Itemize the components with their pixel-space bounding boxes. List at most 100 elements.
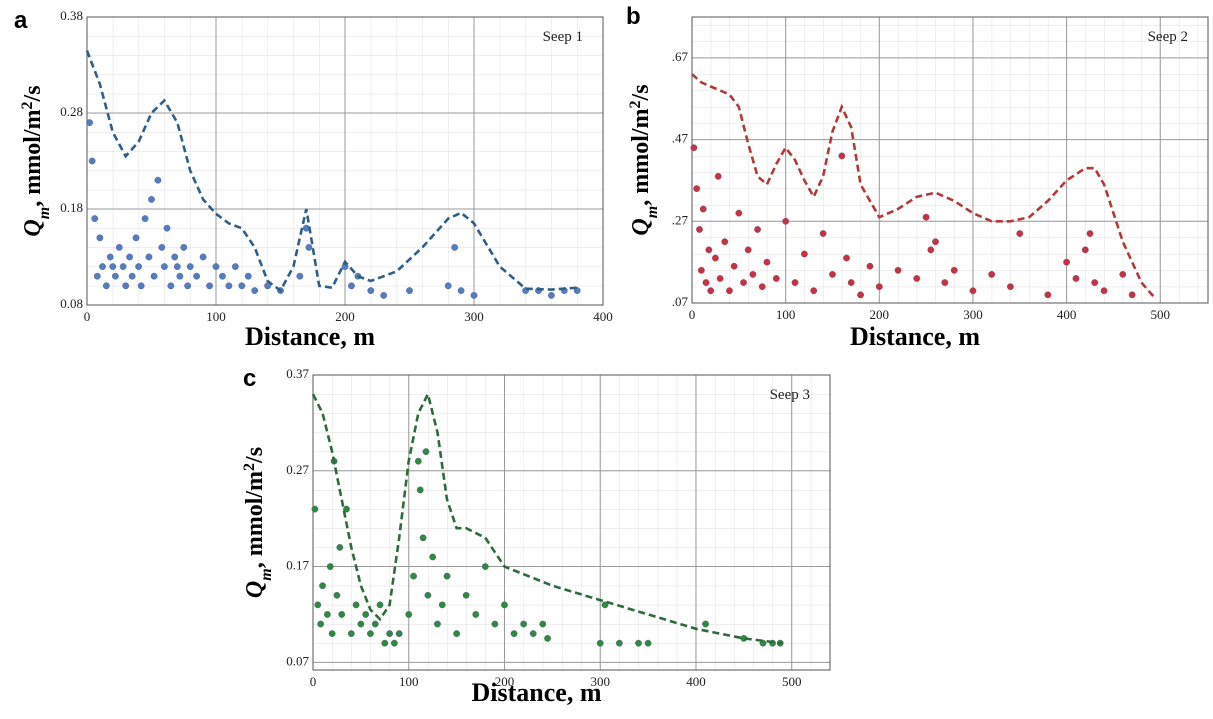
y-label-part: , mmol/m: [628, 108, 654, 205]
scatter-point: [1081, 246, 1089, 254]
scatter-point: [380, 291, 388, 299]
scatter-point: [333, 591, 341, 599]
scatter-point: [180, 243, 188, 251]
x-tick-label: 100: [399, 674, 419, 689]
scatter-point: [782, 217, 790, 225]
scatter-point: [950, 266, 958, 274]
scatter-point: [424, 591, 432, 599]
annotation: Seep 1: [543, 29, 583, 45]
y-tick-label: .27: [672, 212, 689, 227]
y-axis-label: Qm, mmol/m2/s: [627, 84, 661, 235]
x-tick-label: 300: [590, 674, 610, 689]
scatter-point: [352, 601, 360, 609]
scatter-point: [406, 287, 413, 294]
panel-label: a: [14, 7, 28, 34]
scatter-point: [171, 253, 179, 261]
scatter-point: [367, 287, 375, 294]
scatter-point: [539, 620, 547, 628]
envelope-line: [85, 50, 578, 293]
x-axis-label: Distance, m: [850, 322, 980, 351]
scatter-point: [696, 226, 703, 233]
scatter-point: [99, 263, 106, 270]
scatter-point: [1063, 258, 1070, 266]
scatter-point: [148, 195, 155, 203]
x-tick-label: 200: [335, 309, 355, 324]
y-tick-label: .47: [672, 131, 689, 146]
scatter-point: [111, 272, 119, 280]
scatter-point: [913, 275, 921, 282]
scatter-point: [875, 283, 883, 291]
scatter-point: [347, 630, 355, 638]
scatter-point: [176, 272, 184, 280]
y-axis-label: Qm, mmol/m2/s: [19, 85, 53, 236]
scatter-point: [548, 291, 555, 299]
scatter-point: [763, 258, 771, 266]
scatter-point: [86, 119, 93, 127]
scatter-point: [453, 630, 461, 638]
x-tick-label: 0: [689, 307, 696, 322]
scatter-point: [894, 266, 902, 274]
y-label-part: /s: [242, 447, 268, 464]
scatter-point: [141, 215, 149, 223]
scatter-point: [416, 486, 424, 494]
scatter-point: [212, 263, 220, 270]
x-axis-label: Distance, m: [245, 322, 375, 351]
scatter-point: [1044, 291, 1052, 299]
scatter-point: [206, 282, 213, 290]
scatter-point: [163, 224, 171, 232]
envelope-line: [311, 390, 783, 645]
scatter-point: [160, 263, 168, 270]
x-tick-label: 200: [495, 674, 515, 689]
scatter-point: [91, 215, 99, 223]
y-label-part: 2: [241, 463, 258, 471]
scatter-point: [866, 262, 874, 270]
scatter-point: [544, 634, 551, 642]
y-tick-label: 0.07: [286, 653, 309, 668]
scatter-point: [390, 639, 398, 647]
scatter-point: [1007, 283, 1014, 291]
scatter-point: [122, 282, 130, 290]
panel-label: c: [243, 365, 256, 392]
scatter-point: [462, 591, 470, 599]
scatter-point: [615, 639, 623, 647]
x-tick-label: 200: [870, 307, 890, 322]
scatter-point: [470, 291, 478, 299]
y-tick-label: 0.28: [60, 104, 83, 119]
scatter-point: [744, 246, 752, 254]
scatter-point: [93, 272, 101, 280]
y-axis-label: Qm, mmol/m2/s: [241, 447, 275, 598]
scatter-point: [386, 630, 393, 638]
scatter-point: [150, 272, 158, 280]
scatter-point: [838, 152, 846, 160]
scatter-point: [328, 630, 336, 638]
scatter-point: [173, 263, 181, 270]
y-label-part: , mmol/m: [20, 109, 46, 206]
scatter-point: [714, 172, 722, 180]
scatter-point: [305, 243, 313, 251]
annotation: Seep 3: [770, 387, 810, 403]
scatter-point: [119, 263, 127, 270]
panel: 0 100 200 300 400 500 0.07 0.17 0.27 0.37 Seep 3 c D…: [241, 365, 831, 707]
scatter-point: [1072, 275, 1080, 282]
scatter-point: [712, 254, 719, 262]
scatter-point: [115, 243, 123, 251]
scatter-point: [644, 639, 652, 647]
scatter-point: [707, 287, 715, 295]
x-tick-label: 300: [963, 307, 983, 322]
scatter-point: [697, 266, 705, 274]
panel-label: b: [626, 3, 641, 30]
panel: 0 100 200 300 400 0.08 0.18 0.28 0.38 Seep 1 a Dist…: [14, 7, 613, 351]
y-label-part: 2: [19, 101, 36, 109]
scatter-point: [348, 282, 355, 290]
annotation: Seep 2: [1148, 29, 1188, 45]
scatter-point: [381, 639, 389, 647]
scatter-point: [932, 238, 939, 246]
x-tick-label: 400: [593, 309, 613, 324]
scatter-point: [635, 639, 642, 647]
x-tick-label: 100: [776, 307, 796, 322]
scatter-point: [154, 176, 162, 184]
scatter-point: [109, 263, 117, 270]
scatter-point: [754, 226, 761, 233]
scatter-point: [927, 246, 935, 254]
